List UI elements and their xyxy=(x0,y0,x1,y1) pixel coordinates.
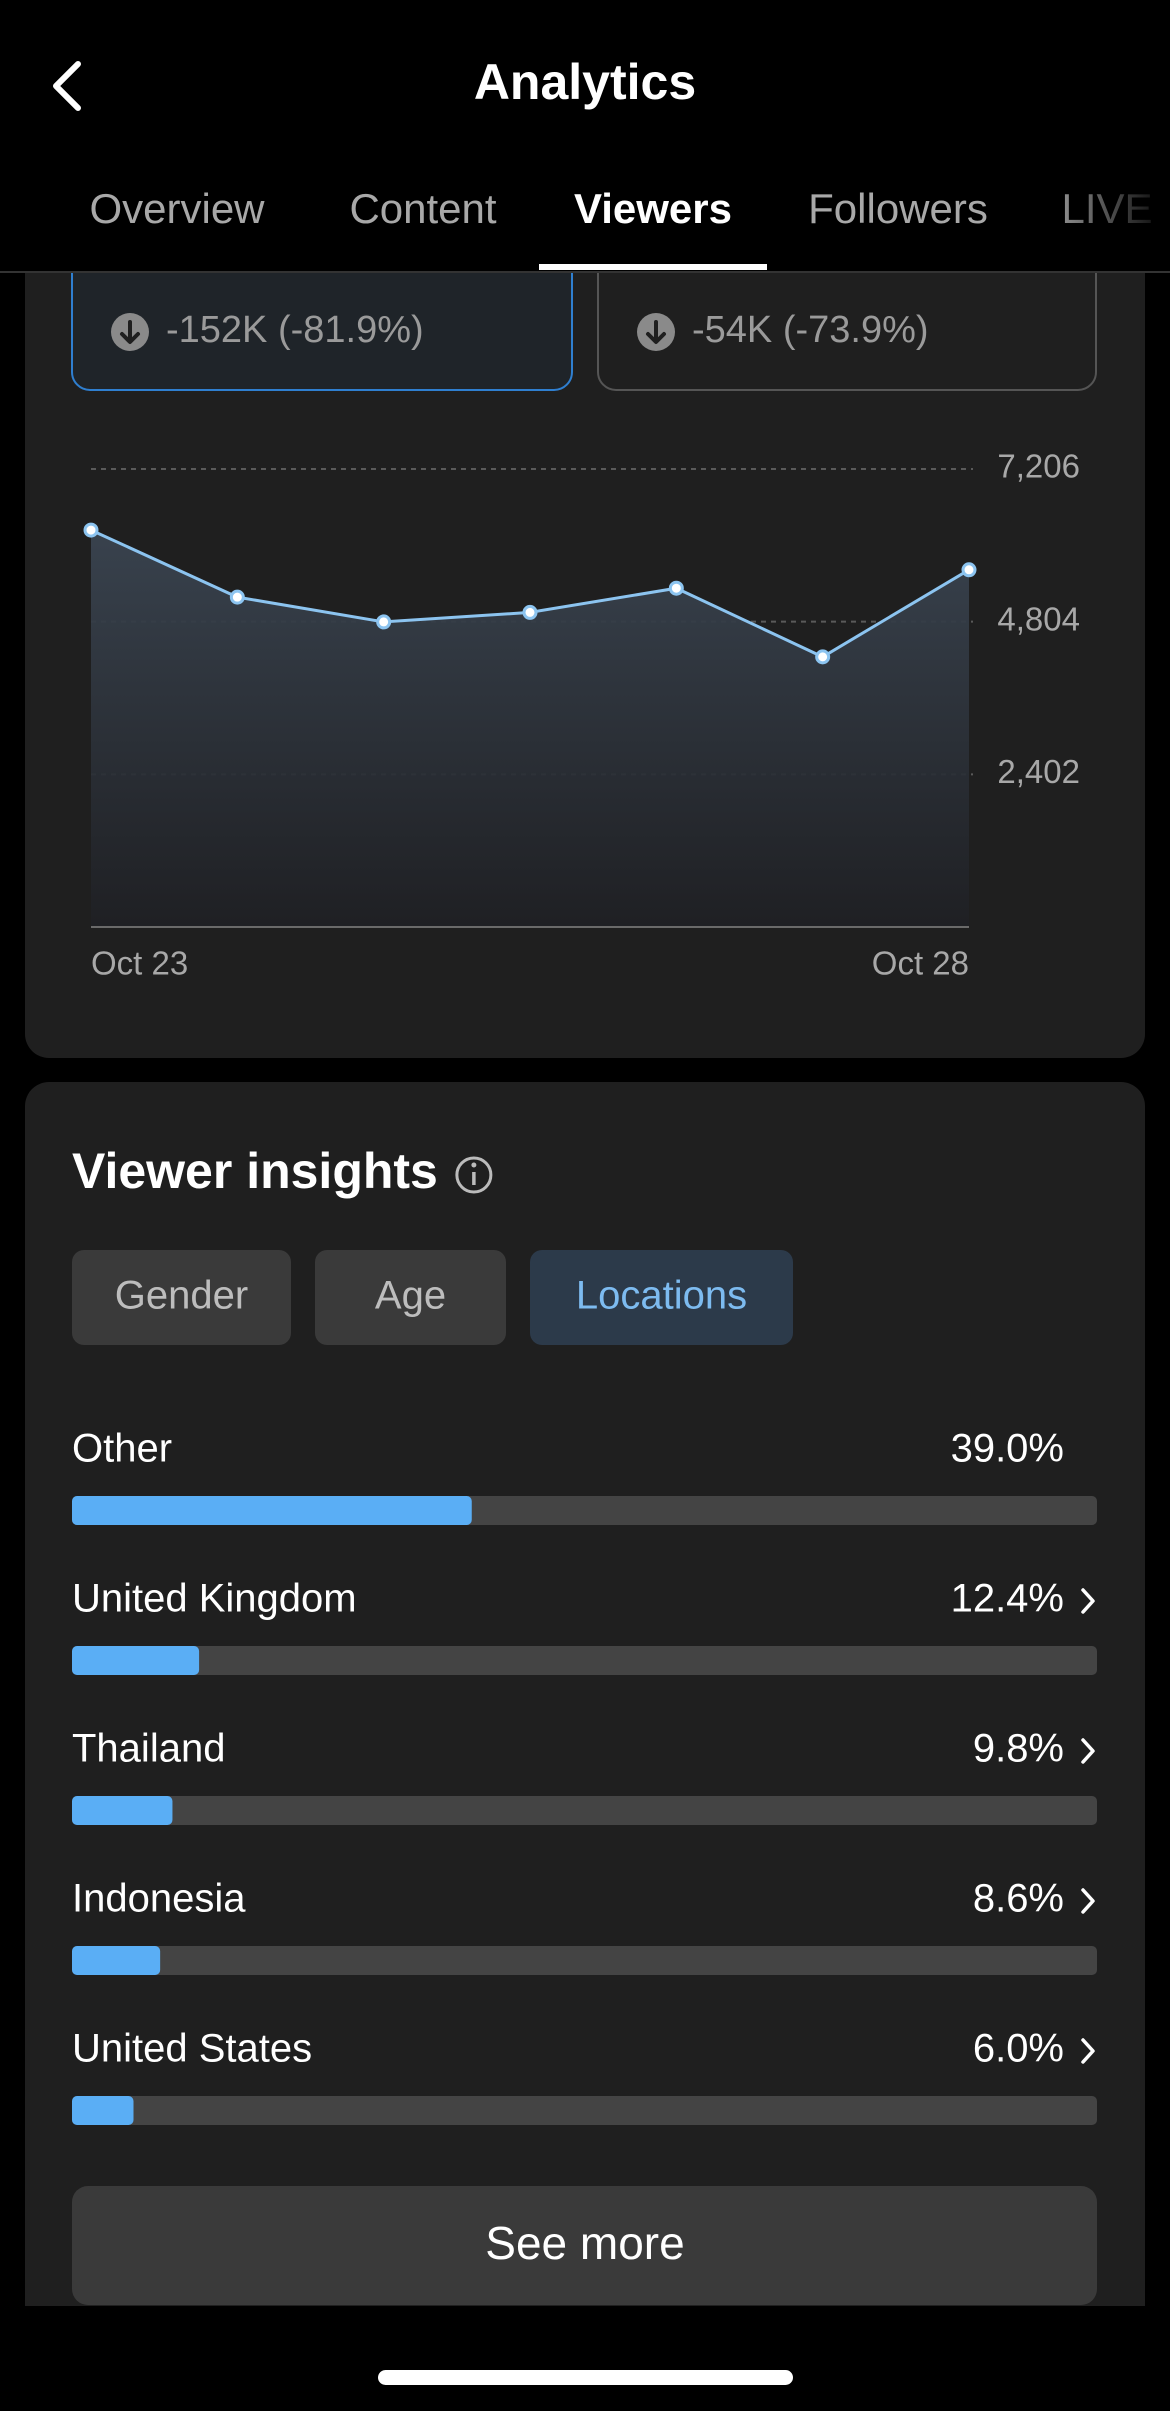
x-tick-label: Oct 23 xyxy=(91,945,188,982)
page-title: Analytics xyxy=(474,54,696,110)
point xyxy=(83,522,99,538)
chevron[interactable] xyxy=(1081,1588,1095,1614)
point xyxy=(815,649,831,665)
y-tick-label: 4,804 xyxy=(997,600,1080,637)
filter-pill-label: Age xyxy=(375,1274,446,1318)
filter-pill[interactable] xyxy=(315,1250,506,1345)
point xyxy=(668,580,684,596)
line-chart: 2,402 4,804 7,206 Oct 23 Oct 28 xyxy=(83,448,1080,982)
stat-change: -152K (-81.9%) xyxy=(166,309,424,351)
see-more-button[interactable] xyxy=(72,2186,1097,2305)
location-percent: 8.6% xyxy=(973,1877,1064,1921)
chevron[interactable] xyxy=(1081,1738,1095,1764)
location-name[interactable]: United Kingdom xyxy=(72,1577,357,1621)
header xyxy=(0,0,1170,272)
x-tick-label: Oct 28 xyxy=(872,945,969,982)
point xyxy=(522,604,538,620)
tab-fade xyxy=(1040,150,1170,260)
bar-track xyxy=(72,1946,1097,1975)
bar-track xyxy=(72,1796,1097,1825)
chevron[interactable] xyxy=(1081,1888,1095,1914)
filter-pill[interactable] xyxy=(530,1250,793,1345)
filter-pill-label: Locations xyxy=(576,1274,747,1318)
info-icon-dot xyxy=(471,1162,477,1168)
area xyxy=(91,530,969,927)
tab[interactable]: Followers xyxy=(808,185,988,232)
stat-change: -54K (-73.9%) xyxy=(692,309,929,351)
see-more-label: See more xyxy=(485,2217,684,2269)
bar-track xyxy=(72,2096,1097,2125)
section-title: Viewer insights xyxy=(72,1143,438,1199)
home-indicator xyxy=(378,2370,793,2385)
back-button[interactable] xyxy=(53,61,81,111)
filter-pill-label: Gender xyxy=(115,1274,248,1318)
bar xyxy=(72,1646,200,1675)
point xyxy=(961,562,977,578)
location-percent: 9.8% xyxy=(973,1727,1064,1771)
filter-pill[interactable] xyxy=(72,1250,291,1345)
bar xyxy=(72,1496,472,1525)
location-percent: 6.0% xyxy=(973,2027,1064,2071)
y-tick-label: 7,206 xyxy=(997,448,1080,485)
location-name: Other xyxy=(72,1427,172,1471)
bar xyxy=(72,1946,161,1975)
bar-track xyxy=(72,1646,1097,1675)
y-tick-label: 2,402 xyxy=(997,753,1080,790)
location-percent: 12.4% xyxy=(951,1577,1064,1621)
point xyxy=(376,614,392,630)
location-name[interactable]: Indonesia xyxy=(72,1877,246,1921)
chevron[interactable] xyxy=(1081,2038,1095,2064)
down-arrow xyxy=(646,320,666,344)
bar xyxy=(72,2096,134,2125)
location-name[interactable]: Thailand xyxy=(72,1727,225,1771)
point xyxy=(229,589,245,605)
viewer-insights: Viewer insights Gender Age Locations Other 39… xyxy=(72,1143,1097,2305)
location-percent: 39.0% xyxy=(951,1427,1064,1471)
tab-underline xyxy=(539,264,767,270)
insights-card xyxy=(25,1082,1145,2306)
down-arrow xyxy=(120,320,140,344)
info-icon[interactable] xyxy=(455,1156,493,1194)
bar xyxy=(72,1796,173,1825)
tab[interactable]: Overview xyxy=(89,185,265,232)
tab[interactable]: Viewers xyxy=(574,185,732,232)
tab[interactable]: Content xyxy=(349,185,496,232)
location-name[interactable]: United States xyxy=(72,2027,312,2071)
